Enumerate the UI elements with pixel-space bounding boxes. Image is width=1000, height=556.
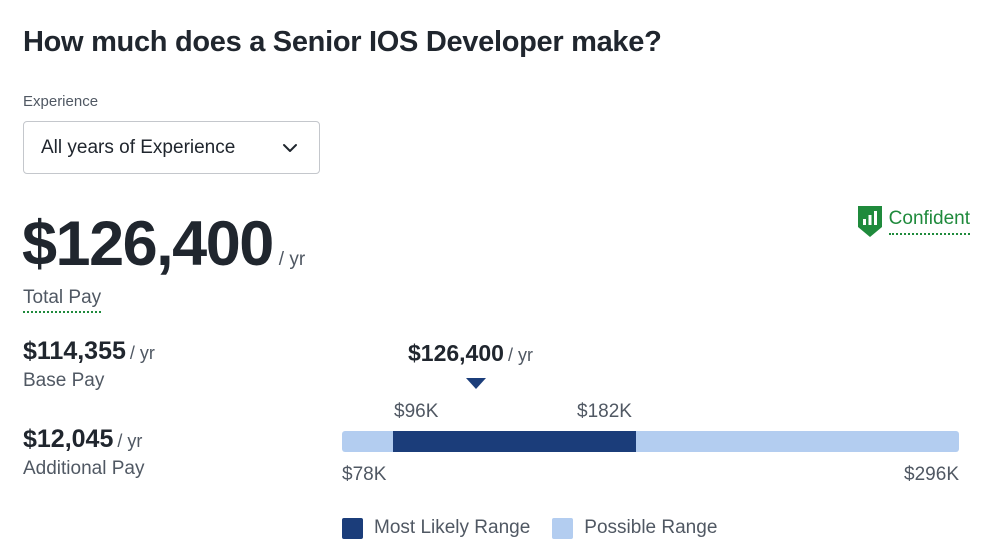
pay-range-chart: $126,400/ yr $96K $182K $78K $296K xyxy=(342,340,959,540)
legend-likely-label: Most Likely Range xyxy=(374,517,531,538)
additional-pay-unit: / yr xyxy=(117,431,143,451)
possible-swatch xyxy=(552,517,574,539)
possible-min-label: $78K xyxy=(342,464,387,485)
legend-possible: Possible Range xyxy=(552,517,717,539)
median-marker-label: $126,400/ yr xyxy=(408,340,533,367)
total-amount: $126,400 xyxy=(22,209,274,279)
range-legend: Most Likely Range Possible Range xyxy=(342,517,739,539)
base-pay-amount: $114,355 xyxy=(23,337,126,365)
base-pay-unit: / yr xyxy=(129,343,155,363)
total-pay-label[interactable]: Total Pay xyxy=(23,287,102,313)
likely-max-label: $182K xyxy=(577,401,632,422)
possible-max-label: $296K xyxy=(904,464,959,485)
total-unit: / yr xyxy=(278,249,306,270)
experience-dropdown[interactable]: All years of Experience xyxy=(23,121,320,174)
chevron-down-icon xyxy=(283,144,297,152)
base-pay-label: Base Pay xyxy=(23,370,105,391)
likely-range-bar xyxy=(392,431,637,452)
total-pay-amount: $126,400 / yr xyxy=(22,208,305,280)
experience-selected-value: All years of Experience xyxy=(41,136,236,158)
additional-pay-amount: $12,045 xyxy=(23,425,114,453)
likely-min-label: $96K xyxy=(394,401,439,422)
confidence-indicator[interactable]: Confident xyxy=(857,205,970,238)
median-marker-triangle-icon xyxy=(466,378,486,389)
page-title: How much does a Senior IOS Developer mak… xyxy=(23,26,662,58)
median-amount: $126,400 xyxy=(408,340,504,366)
confidence-label: Confident xyxy=(888,208,970,235)
median-unit: / yr xyxy=(507,345,533,365)
likely-swatch xyxy=(342,517,363,539)
legend-possible-label: Possible Range xyxy=(584,517,718,538)
additional-pay-block: $12,045/ yr Additional Pay xyxy=(23,425,144,480)
legend-likely: Most Likely Range xyxy=(342,517,530,539)
experience-label: Experience xyxy=(23,93,99,110)
additional-pay-label: Additional Pay xyxy=(23,458,145,479)
base-pay-block: $114,355/ yr Base Pay xyxy=(23,337,155,392)
bar-chart-shield-icon xyxy=(857,206,882,237)
